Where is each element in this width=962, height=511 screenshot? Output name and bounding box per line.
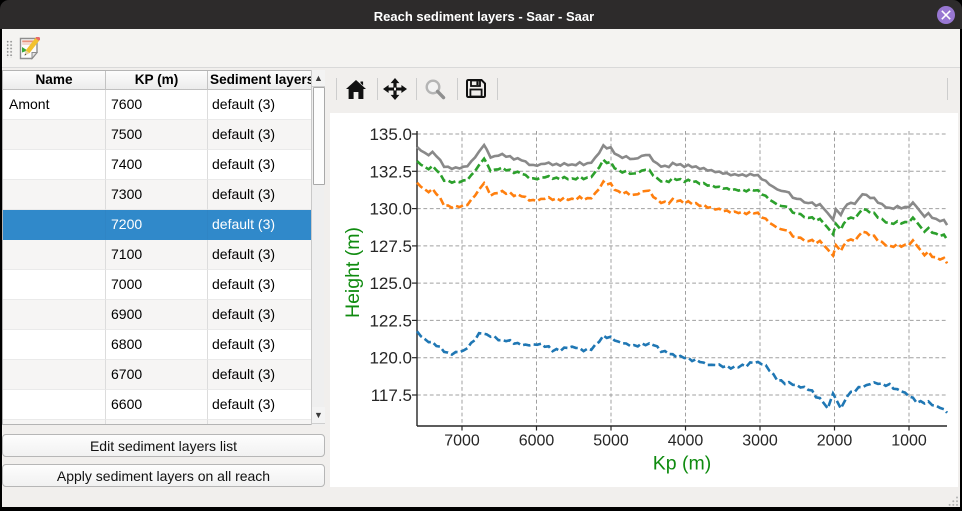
svg-text:4000: 4000: [668, 433, 704, 450]
svg-text:1000: 1000: [891, 433, 927, 450]
svg-text:Kp (m): Kp (m): [653, 453, 712, 475]
svg-text:127.5: 127.5: [369, 237, 412, 256]
svg-text:122.5: 122.5: [369, 311, 412, 330]
svg-text:6000: 6000: [519, 433, 555, 450]
svg-text:130.0: 130.0: [369, 200, 412, 219]
svg-text:2000: 2000: [817, 433, 853, 450]
svg-text:7000: 7000: [444, 433, 480, 450]
svg-text:120.0: 120.0: [369, 349, 412, 368]
svg-text:117.5: 117.5: [371, 386, 412, 405]
svg-text:132.5: 132.5: [369, 162, 412, 181]
svg-text:135.0: 135.0: [369, 125, 412, 144]
svg-text:3000: 3000: [742, 433, 778, 450]
svg-text:Height (m): Height (m): [342, 227, 364, 318]
svg-text:125.0: 125.0: [369, 274, 412, 293]
svg-text:5000: 5000: [593, 433, 629, 450]
